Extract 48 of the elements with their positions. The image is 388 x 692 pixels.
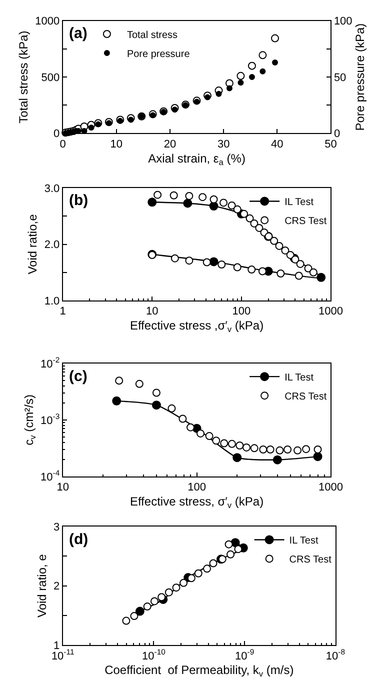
y-axis-title: Void ratio, e	[34, 554, 49, 618]
annotation: (d)	[69, 531, 88, 548]
legend-label: CRS Test	[284, 391, 327, 402]
x-tick-label: 50	[324, 138, 337, 150]
x-tick-label: 10	[56, 482, 69, 494]
y2-tick-label: 50	[334, 72, 346, 84]
y-axis-title: Total stress (kPa)	[16, 30, 30, 124]
y-tick-label: 0	[54, 128, 60, 140]
legend-label: IL Test	[284, 197, 314, 208]
x-tick-label: 40	[271, 138, 284, 150]
x-axis-title: Axial strain, ε$_{a}$ (%)	[148, 151, 246, 167]
legend-label: IL Test	[284, 372, 314, 384]
x-tick-label: 100	[232, 306, 251, 318]
annotation: (a)	[69, 25, 88, 42]
y2-tick-label: 0	[334, 128, 340, 140]
x-axis-title: Effective stress, σ′$_{v}$ (kPa)	[130, 494, 264, 510]
x-tick-label: 1000	[318, 482, 343, 494]
legend-label: CRS Test	[289, 554, 332, 566]
x-tick-label: 10$^{-10}$	[142, 648, 166, 662]
annotation: (b)	[69, 192, 88, 209]
y-tick-label: 10$^{-2}$	[40, 356, 60, 370]
y-tick-label: 500	[41, 72, 60, 84]
annotation: (c)	[69, 368, 88, 385]
legend-label: CRS Test	[284, 216, 327, 228]
x-tick-label: 10$^{-8}$	[326, 648, 346, 662]
y-tick-label: 10$^{-4}$	[40, 468, 60, 484]
legend-label: Pore pressure	[126, 48, 190, 60]
y-tick-label: 3	[54, 521, 60, 534]
x-tick-label: 1000	[318, 306, 343, 318]
x-tick-label: 30	[217, 138, 230, 150]
x-tick-label: 20	[164, 138, 176, 150]
legend-label: IL Test	[289, 536, 318, 547]
y2-axis-title: Pore pressure (kPa)	[353, 23, 368, 131]
x-tick-label: 100	[188, 482, 206, 494]
x-tick-label: 10	[146, 306, 158, 318]
y-tick-label: 1.0	[44, 295, 60, 308]
x-axis-title: Effective stress ,σ′$_{v}$ (kPa)	[130, 318, 264, 334]
y-tick-label: 3.0	[44, 182, 60, 195]
y-tick-label: 1000	[35, 16, 60, 28]
y-tick-label: 10$^{-3}$	[40, 412, 60, 427]
y-tick-label: 2	[54, 580, 60, 593]
legend-label: Total stress	[126, 30, 178, 41]
x-tick-label: 10$^{-9}$	[235, 648, 254, 662]
x-axis-title: Coefficient of Permeability, k$_{v}$ (m/s)	[104, 663, 294, 679]
y-tick-label: 2.0	[44, 239, 60, 252]
y-axis-title: Void ratio,e	[26, 214, 40, 274]
y2-tick-label: 100	[334, 16, 352, 28]
x-tick-label: 10	[110, 138, 123, 150]
